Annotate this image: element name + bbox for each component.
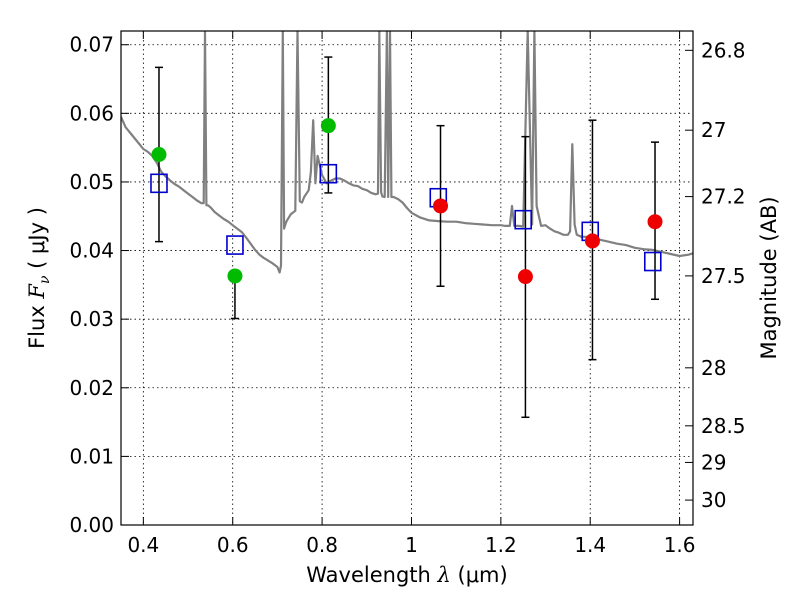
y-tick-label: 0.04 <box>69 239 114 263</box>
x-tick-label: 1.6 <box>664 533 696 557</box>
model-flux-square <box>643 251 662 272</box>
observed-green-points <box>151 118 336 284</box>
y-axis-ticks: 0.00 0.01 0.02 0.03 0.04 0.05 0.06 0.07 <box>69 33 129 537</box>
y2-axis-label: Magnitude (AB) <box>757 196 781 359</box>
y2-tick-label: 28.5 <box>701 414 746 438</box>
observed-red-point <box>517 269 533 285</box>
model-flux-square <box>150 173 168 194</box>
model-flux-square <box>514 209 532 230</box>
model-flux-square <box>226 235 244 255</box>
observed-green-point <box>320 118 336 134</box>
template-spectrum-line <box>121 31 693 274</box>
x-axis-label: Wavelength λ (μm) <box>306 563 507 587</box>
y2-tick-label: 27.5 <box>701 264 746 288</box>
grid-lines <box>121 31 693 526</box>
x-tick-label: 0.4 <box>127 533 159 557</box>
y-tick-label: 0.05 <box>69 170 114 194</box>
template-spectrum <box>121 31 693 274</box>
observed-green-point <box>151 147 167 162</box>
y2-tick-label: 27 <box>701 118 726 142</box>
y-tick-label: 0.00 <box>69 513 114 537</box>
observed-red-point <box>433 198 449 214</box>
y-tick-label: 0.03 <box>69 307 114 331</box>
x-axis-ticks: 0.4 0.6 0.8 1 1.2 1.4 1.6 <box>127 31 696 557</box>
x-tick-label: 0.6 <box>217 533 249 557</box>
observed-red-point <box>584 233 600 249</box>
observed-green-point <box>227 268 243 284</box>
observed-red-points <box>433 198 663 285</box>
y-tick-label: 0.07 <box>69 33 114 57</box>
model-flux-square <box>319 163 338 184</box>
y2-tick-label: 30 <box>701 488 726 512</box>
y2-axis-ticks: 26.8 27 27.2 27.5 28 28.5 29 30 <box>685 38 746 512</box>
x-tick-label: 1 <box>405 533 418 557</box>
model-fluxes <box>150 163 662 272</box>
plot-frame <box>120 30 694 526</box>
observed-red-point <box>647 214 663 230</box>
y-tick-label: 0.06 <box>69 101 114 125</box>
y-axis-label: Flux Fν ( μJy ) <box>25 207 53 349</box>
x-tick-label: 1.4 <box>574 533 606 557</box>
x-tick-label: 1.2 <box>485 533 517 557</box>
y-tick-label: 0.01 <box>69 444 114 468</box>
x-tick-label: 0.8 <box>306 533 338 557</box>
y2-tick-label: 26.8 <box>701 38 746 62</box>
y2-tick-label: 28 <box>701 356 726 380</box>
y2-tick-label: 27.2 <box>701 185 746 209</box>
y2-tick-label: 29 <box>701 450 726 474</box>
y-tick-label: 0.02 <box>69 376 114 400</box>
